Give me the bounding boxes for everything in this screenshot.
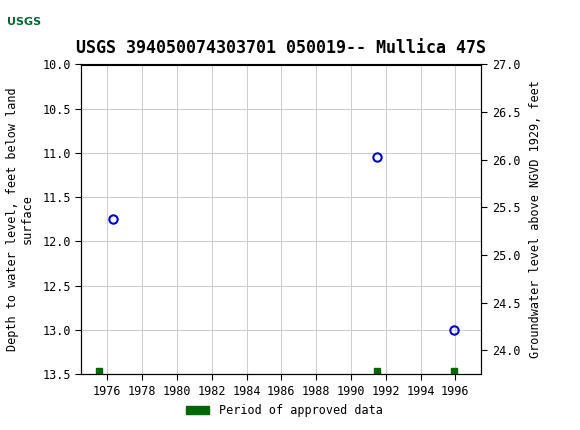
- FancyBboxPatch shape: [5, 3, 71, 42]
- Text: USGS: USGS: [7, 17, 41, 27]
- Legend: Period of approved data: Period of approved data: [181, 399, 387, 422]
- Text: USGS: USGS: [87, 14, 142, 31]
- Y-axis label: Depth to water level, feet below land
surface: Depth to water level, feet below land su…: [6, 87, 34, 351]
- Title: USGS 394050074303701 050019-- Mullica 47S: USGS 394050074303701 050019-- Mullica 47…: [77, 40, 486, 57]
- Y-axis label: Groundwater level above NGVD 1929, feet: Groundwater level above NGVD 1929, feet: [528, 80, 542, 358]
